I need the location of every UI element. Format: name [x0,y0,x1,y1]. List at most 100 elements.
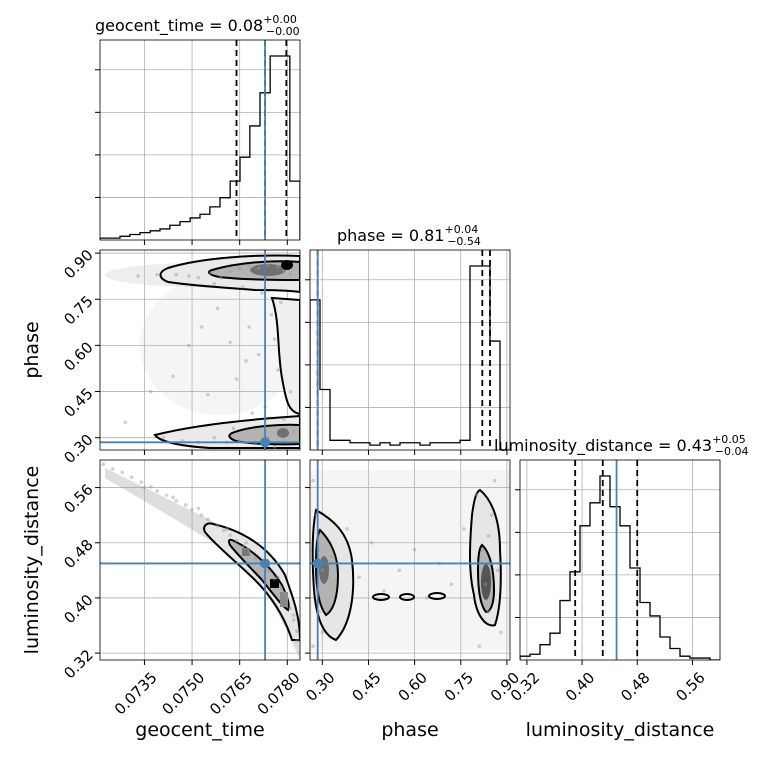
scatter-point [329,554,334,559]
scatter-point [282,417,286,422]
y-tick-label: 0.45 [60,384,96,420]
panel-phase-vs-geocent-time [99,249,301,451]
scatter-point [269,312,274,317]
scatter-point [449,582,454,586]
axes-frame [99,39,301,241]
xlabel-luminosity-distance: luminosity_distance [526,719,715,741]
scatter-point [139,480,144,484]
x-tick-label: 0.56 [672,669,708,705]
truth-lines [310,460,510,660]
scatter-point [234,538,239,543]
x-tick-label: 0.75 [441,669,477,705]
density-peak [270,579,279,588]
scatter-point [206,517,210,522]
x-tick-label: 0.0750 [159,669,209,719]
scatter-point [148,485,153,489]
ylabel-phase: phase [21,321,43,378]
scatter-point [209,271,213,275]
scatter-point [247,263,252,268]
y-tick-label: 0.40 [60,591,96,627]
contour-right-band [270,296,300,416]
xlabel-geocent-time: geocent_time [135,719,264,741]
scatter-point [266,568,271,573]
truth-marker [260,437,271,448]
density-high [242,548,250,556]
axes-frame [519,459,721,661]
scatter-point [250,411,255,415]
ylabel-luminosity-distance: luminosity_distance [21,466,43,655]
scatter-point [260,291,264,295]
y-tick-label: 0.48 [60,536,96,572]
scatter-point [218,275,223,280]
density-peak [281,260,293,270]
scatter-point [295,629,299,633]
scatter-point [244,540,248,545]
density-high [277,428,289,438]
scatter-point [291,613,296,617]
scatter-point [155,272,159,277]
scatter-point [288,606,293,611]
truth-marker [312,558,323,569]
contour-island [428,592,446,600]
panel-phase-hist: phase = 0.81+0.04 −0.54 [309,223,511,451]
axes-frame [309,249,511,451]
scatter-point [320,568,325,573]
scatter-point [291,618,296,622]
x-tick-label: 0.60 [395,669,431,705]
scatter-point [486,609,491,614]
truth-marker [260,558,271,569]
scatter-point [288,389,293,394]
scatter-point [275,368,280,372]
scatter-point [228,269,232,274]
scatter-point [222,528,226,533]
scatter-point [215,306,220,311]
panel-luminosity-distance-vs-phase [309,459,511,661]
scatter-point [275,265,280,269]
scatter-point [228,340,232,345]
scatter-point [369,540,374,545]
scatter-point [480,547,485,552]
scatter-point [171,495,175,500]
scatter-point [241,545,245,549]
histogram-step [100,55,300,240]
scatter-point [397,568,402,573]
density-high [250,264,286,276]
scatter-point [291,429,296,434]
scatter-point [486,534,491,538]
x-tick-label: 0.0735 [111,669,161,719]
scatter-point [171,374,175,378]
scatter-point [412,547,417,552]
gridlines [310,250,510,450]
scatter-point [212,435,217,440]
title-geocent-time: geocent_time = 0.08+0.00 −0.00 [95,13,300,38]
scatter-point [498,630,503,635]
scatter-point [253,556,258,561]
scatter-point [474,492,478,497]
y-tick-label: 0.60 [60,338,96,374]
gridlines [520,460,720,660]
x-tick-label: 0.0780 [254,669,304,719]
scatter-point [120,470,125,475]
truth-lines [100,250,300,450]
panel-luminosity-distance-hist: luminosity_distance = 0.43+0.05 −0.04 [494,433,749,661]
panel-geocent-time-hist: geocent_time = 0.08+0.00 −0.00 [95,13,301,241]
scatter-point [148,389,153,394]
scatter-point [489,513,494,517]
scatter-point [196,506,201,511]
scatter-point [187,274,191,278]
histogram [310,250,510,450]
scatter-point [279,585,283,590]
scatter-point [161,435,166,440]
scatter-point [282,269,286,274]
scatter-point [196,275,201,280]
contour-mid [227,538,290,612]
scatter-point [285,596,290,600]
scatter-point [174,272,178,277]
contour-island [399,593,415,601]
scatter-point [199,513,204,517]
scatter-point [215,523,220,528]
title-luminosity-distance: luminosity_distance = 0.43+0.05 −0.04 [494,433,749,458]
x-tick-label: 0.45 [348,669,384,705]
scatter-point [164,493,169,497]
